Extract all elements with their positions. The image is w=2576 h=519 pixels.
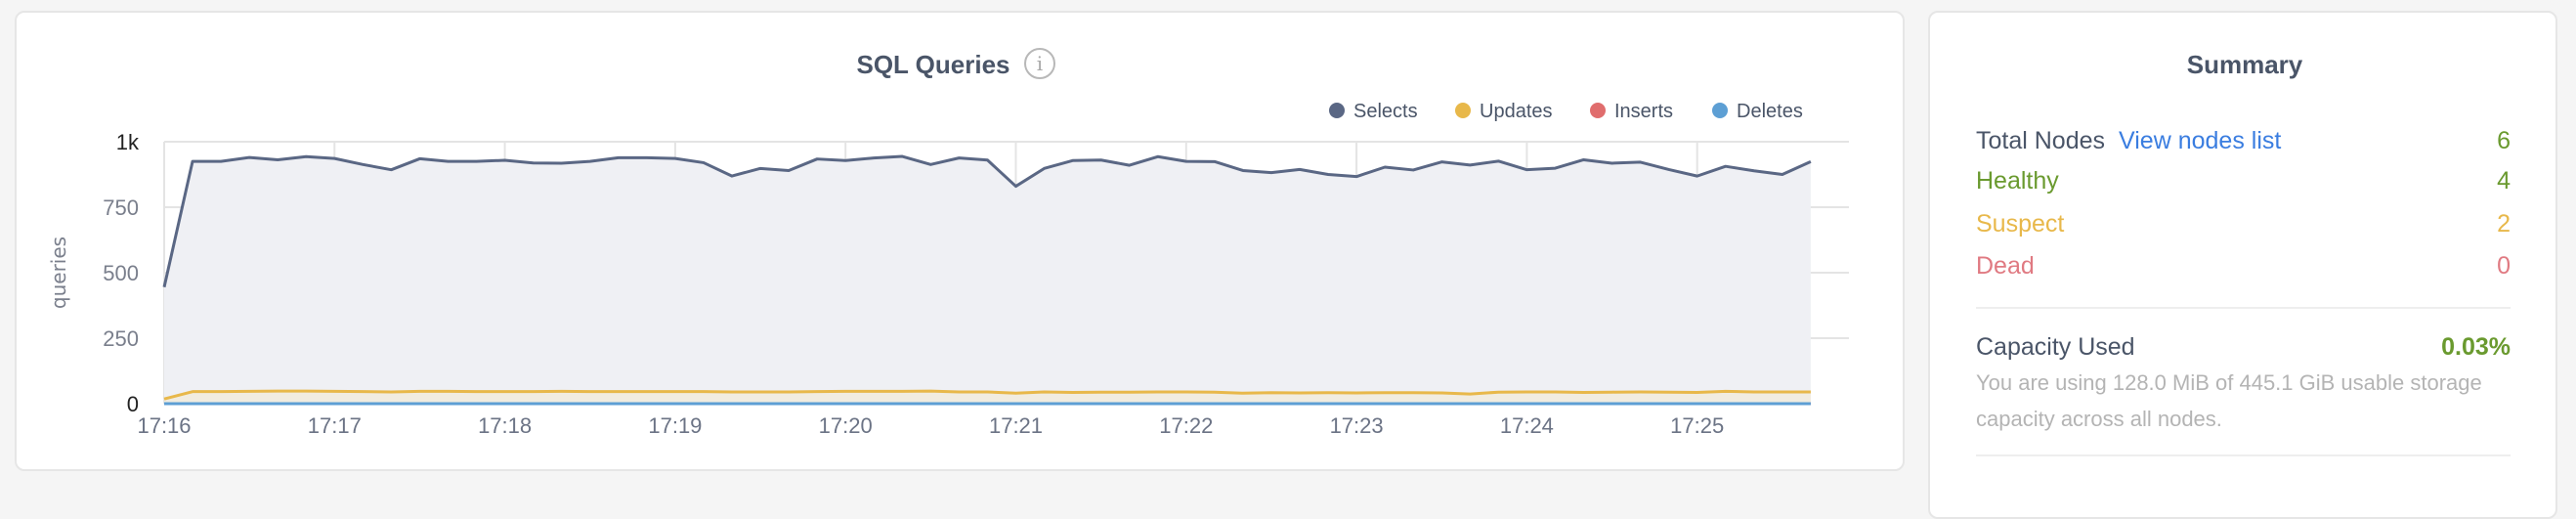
summary-card: Summary Total Nodes View nodes list 6 Hea… — [1928, 11, 2557, 519]
dead-value: 0 — [2497, 252, 2511, 280]
y-tick-label: 750 — [103, 195, 139, 220]
x-tick-label: 17:20 — [819, 413, 873, 438]
x-tick-label: 17:18 — [478, 413, 532, 438]
chart-title-wrap: SQL Queries — [17, 50, 1907, 80]
y-axis-label: queries — [47, 237, 70, 309]
x-tick-label: 17:16 — [137, 413, 191, 438]
suspect-row: Suspect 2 — [1976, 210, 2511, 238]
x-tick-label: 17:25 — [1670, 413, 1724, 438]
total-nodes-row: Total Nodes View nodes list 6 — [1976, 127, 2511, 155]
suspect-value: 2 — [2497, 210, 2511, 238]
legend-label-inserts: Inserts — [1614, 101, 1673, 122]
divider — [1976, 307, 2511, 309]
dead-label: Dead — [1976, 252, 2035, 280]
legend-label-selects: Selects — [1353, 101, 1418, 122]
x-tick-label: 17:22 — [1159, 413, 1213, 438]
legend-dot-inserts — [1590, 103, 1606, 118]
area-selects — [164, 156, 1811, 404]
legend-dot-deletes — [1712, 103, 1728, 118]
y-tick-label: 500 — [103, 261, 139, 285]
healthy-value: 4 — [2497, 167, 2511, 195]
total-nodes-label: Total Nodes — [1976, 127, 2106, 154]
y-tick-label: 0 — [127, 392, 139, 416]
summary-title: Summary — [2186, 50, 2303, 79]
line-updates — [163, 389, 1811, 401]
x-tick-label: 17:17 — [308, 413, 362, 438]
capacity-label: Capacity Used — [1976, 333, 2135, 361]
capacity-value: 0.03% — [2441, 333, 2511, 361]
view-nodes-list-link[interactable]: View nodes list — [2119, 127, 2282, 154]
suspect-label: Suspect — [1976, 210, 2065, 238]
x-tick-label: 17:24 — [1500, 413, 1554, 438]
sql-queries-chart-card: SQL Queries i 0 250 500 750 1k 17:16 17:17 17:1… — [15, 11, 1905, 471]
y-tick-label: 1k — [116, 130, 140, 154]
info-circle-icon[interactable]: i — [1024, 48, 1055, 79]
chart-plot: 0 250 500 750 1k 17:16 17:17 17:18 17:19 17:20 17:… — [47, 101, 1849, 438]
chart-title: SQL Queries — [856, 50, 1010, 79]
line-selects — [162, 154, 1812, 288]
total-nodes-value: 6 — [2497, 127, 2511, 154]
y-tick-label: 250 — [103, 326, 139, 351]
area-updates — [164, 391, 1811, 404]
x-tick-label: 17:21 — [989, 413, 1043, 438]
capacity-description: You are using 128.0 MiB of 445.1 GiB usa… — [1976, 370, 2482, 431]
healthy-label: Healthy — [1976, 167, 2059, 195]
divider — [1976, 454, 2511, 456]
dead-row: Dead 0 — [1976, 252, 2511, 281]
legend-label-updates: Updates — [1480, 101, 1553, 122]
healthy-row: Healthy 4 — [1976, 167, 2511, 195]
x-tick-label: 17:23 — [1330, 413, 1384, 438]
capacity-row: Capacity Used 0.03% — [1976, 333, 2511, 362]
x-tick-label: 17:19 — [648, 413, 702, 438]
legend-label-deletes: Deletes — [1737, 101, 1803, 122]
legend-dot-updates — [1455, 103, 1471, 118]
legend-dot-selects — [1329, 103, 1345, 118]
